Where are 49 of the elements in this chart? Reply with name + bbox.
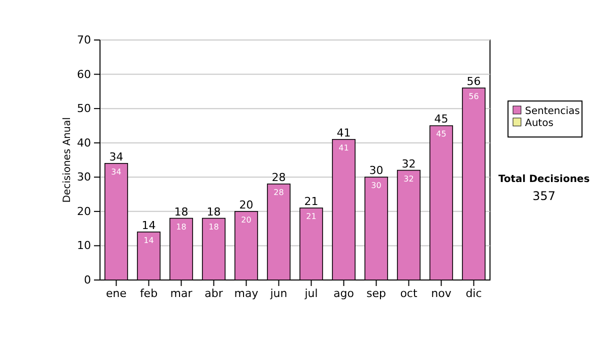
total-label: 41: [336, 126, 351, 140]
data-label: 32: [404, 174, 414, 184]
x-tick-label: abr: [204, 286, 224, 300]
total-label: 21: [304, 195, 318, 208]
x-tick-label: dic: [466, 286, 482, 300]
x-tick-label: jun: [269, 286, 288, 300]
data-label: 34: [111, 167, 122, 176]
x-tick-label: ago: [334, 286, 354, 300]
y-tick-label: 10: [77, 239, 91, 252]
y-tick-label: 0: [84, 274, 91, 287]
x-tick-label: ene: [106, 286, 127, 300]
x-tick-label: may: [234, 286, 259, 300]
y-tick-label: 20: [77, 204, 91, 218]
y-tick-label: 30: [77, 170, 91, 184]
total-label: 14: [142, 219, 156, 232]
y-tick-label: 40: [77, 136, 91, 150]
x-tick-label: sep: [366, 286, 386, 300]
total-label: 45: [434, 112, 448, 126]
data-label: 18: [176, 222, 186, 232]
y-axis-title: Decisiones Anual: [62, 117, 73, 203]
data-label: 41: [338, 143, 349, 152]
data-label: 21: [306, 212, 316, 221]
total-label: 34: [109, 150, 124, 164]
total-label: 28: [272, 171, 286, 184]
total-label: 56: [466, 75, 481, 88]
data-label: 30: [371, 181, 382, 190]
y-tick-label: 60: [77, 68, 91, 81]
total-label: 18: [174, 205, 188, 218]
y-tick-label: 70: [77, 34, 91, 47]
data-label: 28: [274, 188, 284, 197]
data-label: 20: [241, 215, 252, 224]
x-tick-label: jul: [304, 286, 318, 300]
total-label: 32: [402, 157, 416, 170]
total-label: 30: [369, 164, 384, 178]
data-label: 18: [208, 222, 219, 232]
data-label: 14: [144, 236, 154, 245]
data-label: 56: [468, 92, 479, 101]
x-tick-label: feb: [140, 286, 158, 300]
x-tick-label: mar: [170, 286, 193, 300]
legend-label: Autos: [525, 118, 554, 129]
total-label: 18: [206, 205, 221, 218]
data-label: 45: [436, 130, 446, 139]
total-label: 20: [239, 198, 254, 212]
text: 357: [532, 189, 556, 203]
y-tick-label: 50: [77, 102, 91, 116]
x-tick-label: nov: [431, 286, 452, 300]
x-tick-label: oct: [400, 286, 418, 300]
legend-label: Sentencias: [525, 106, 580, 117]
text: Total Decisiones: [498, 174, 590, 185]
